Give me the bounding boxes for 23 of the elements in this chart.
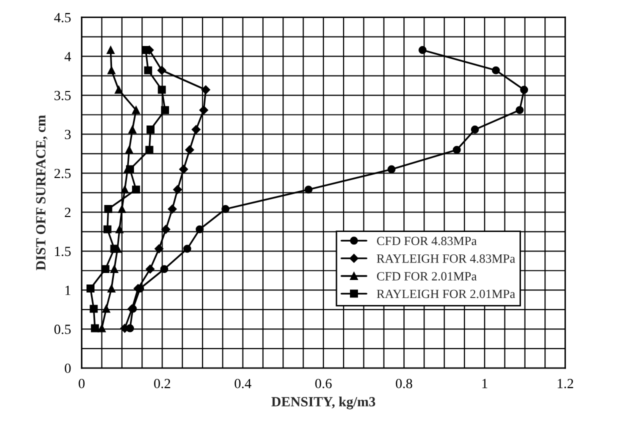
legend-label: CFD FOR 2.01MPa [376, 272, 477, 281]
y-tick-label: 3.5 [54, 90, 71, 100]
x-tick-label: 0.8 [396, 378, 412, 388]
x-tick-label: 0.4 [234, 378, 252, 388]
legend-label: CFD FOR 4.83MPa [376, 236, 477, 246]
x-tick-label: 0.6 [315, 378, 332, 388]
legend-label: RAYLEIGH FOR 4.83MPa [376, 254, 516, 263]
y-axis-title: DIST OFF SURFACE, cm [36, 115, 48, 270]
y-tick-label: 1.5 [55, 246, 71, 256]
x-tick-label: 0.2 [154, 378, 170, 388]
x-tick-label: 1.2 [558, 378, 574, 388]
y-tick-label: 0.5 [54, 324, 71, 334]
y-tick-label: 4 [64, 52, 72, 62]
legend-label: RAYLEIGH FOR 2.01MPa [376, 290, 516, 298]
y-tick-label: 0 [64, 364, 71, 374]
x-tick-label: 0 [78, 378, 85, 388]
y-tick-label: 1 [66, 286, 70, 295]
y-tick-label: 4.5 [54, 12, 71, 22]
y-tick-label: 3 [64, 130, 71, 140]
y-tick-label: 2 [64, 208, 70, 217]
x-axis-title: DENSITY, kg/m3 [271, 396, 376, 410]
y-tick-label: 2.5 [54, 168, 71, 178]
x-tick-label: 1 [482, 378, 488, 388]
